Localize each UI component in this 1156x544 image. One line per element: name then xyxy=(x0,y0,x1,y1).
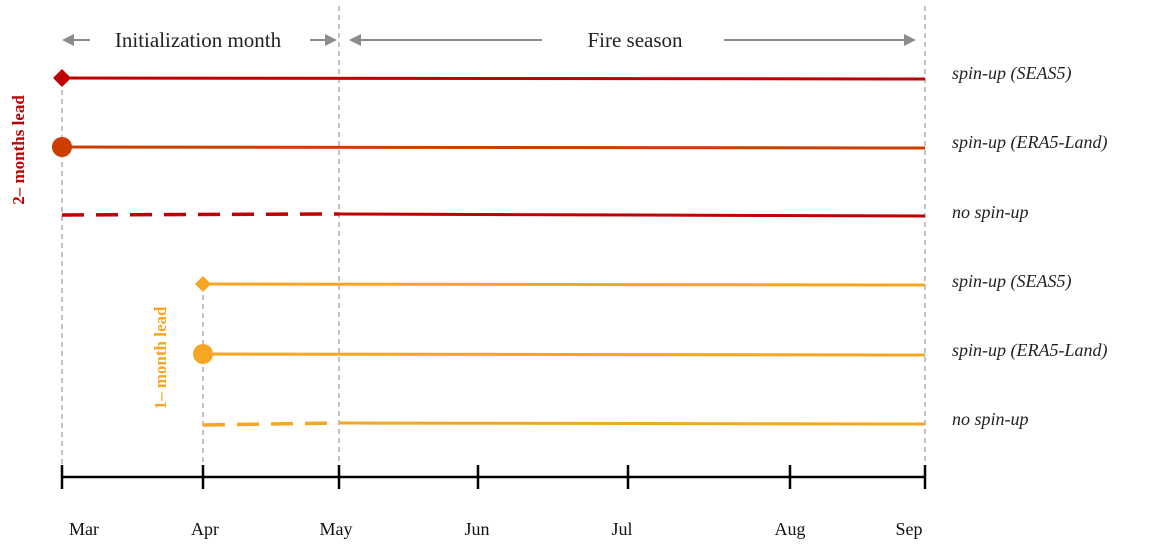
init-month-label: Initialization month xyxy=(115,28,282,52)
axis-tick-label-aug: Aug xyxy=(775,519,806,539)
row-1m-seas5 xyxy=(195,276,926,292)
lead-2-months-label: 2– months lead xyxy=(9,95,28,205)
row-2m-seas5-line xyxy=(61,76,926,81)
axis-tick-label-jul: Jul xyxy=(611,519,632,539)
init-arrowhead-left xyxy=(62,34,74,46)
axis-tick-label-sep: Sep xyxy=(896,519,923,539)
row-2m-era5land-line xyxy=(61,145,926,150)
row-1m-nospinup xyxy=(202,421,926,427)
init-arrowhead-right xyxy=(325,34,337,46)
row-2m-nospinup xyxy=(61,212,926,218)
season-arrowhead-right xyxy=(904,34,916,46)
axis-tick-labels: Mar Apr May Jun Jul Aug Sep xyxy=(69,519,923,539)
axis-tick-label-jun: Jun xyxy=(464,519,489,539)
row-2m-era5land-label: spin-up (ERA5-Land) xyxy=(952,132,1107,153)
row-1m-era5land-label: spin-up (ERA5-Land) xyxy=(952,340,1107,361)
axis-tick-label-may: May xyxy=(320,519,353,539)
row-2m-seas5 xyxy=(53,69,926,87)
row-2m-nospinup-dashed-line xyxy=(61,212,340,217)
row-1m-nospinup-solid-line xyxy=(338,421,926,426)
fire-season-label: Fire season xyxy=(587,28,683,52)
row-1m-era5land-circle-marker xyxy=(193,344,213,364)
row-1m-era5land-line xyxy=(202,352,926,357)
row-2m-seas5-label: spin-up (SEAS5) xyxy=(952,63,1071,84)
row-1m-nospinup-label: no spin-up xyxy=(952,409,1029,429)
row-1m-era5land xyxy=(193,344,926,364)
row-1m-seas5-label: spin-up (SEAS5) xyxy=(952,271,1071,292)
time-axis xyxy=(60,465,927,489)
axis-tick-label-apr: Apr xyxy=(191,519,219,539)
header-arrows xyxy=(62,34,916,46)
season-arrowhead-left xyxy=(349,34,361,46)
row-2m-nospinup-label: no spin-up xyxy=(952,202,1029,222)
row-2m-nospinup-solid-line xyxy=(338,212,926,218)
row-2m-seas5-diamond-marker xyxy=(53,69,71,87)
row-2m-era5land-circle-marker xyxy=(52,137,72,157)
row-2m-era5land xyxy=(52,137,926,157)
axis-tick-label-mar: Mar xyxy=(69,519,99,539)
row-1m-seas5-line xyxy=(202,282,926,287)
lead-1-month-label: 1– month lead xyxy=(151,306,170,410)
row-1m-seas5-diamond-marker xyxy=(195,276,211,292)
row-1m-nospinup-dashed-line xyxy=(202,421,340,427)
